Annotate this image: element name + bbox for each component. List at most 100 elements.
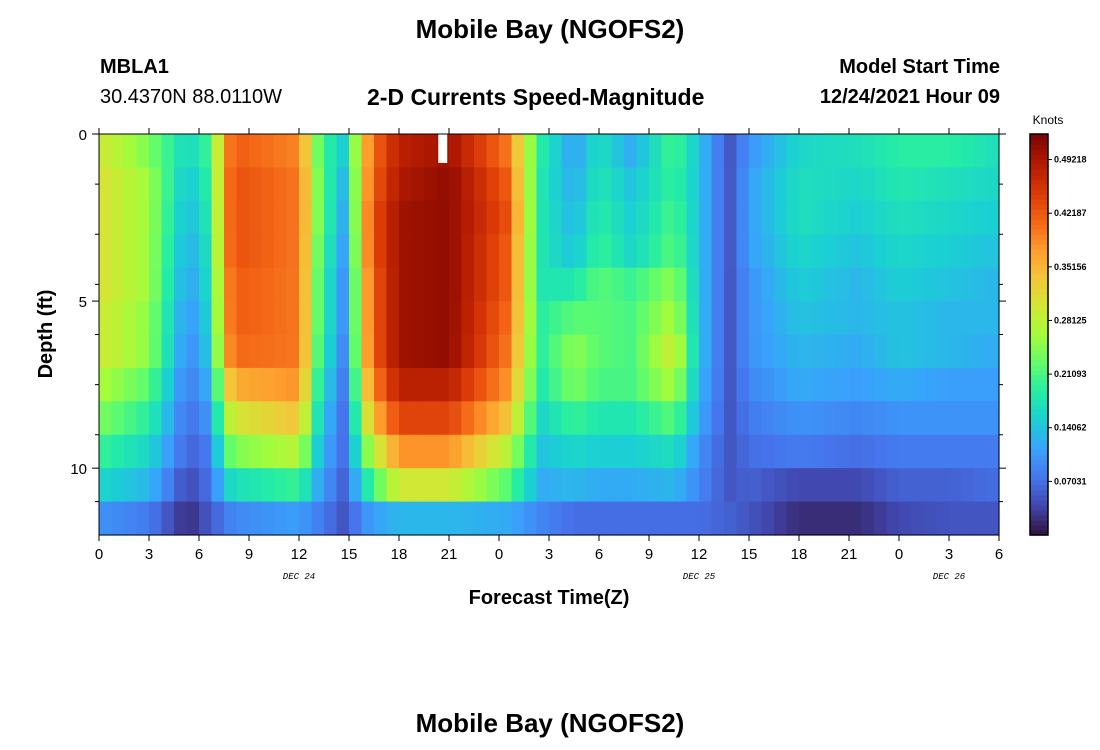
- heatmap-cell: [524, 234, 538, 269]
- heatmap-cell: [736, 434, 750, 469]
- heatmap-cell: [849, 134, 863, 169]
- heatmap-cell: [386, 134, 400, 169]
- heatmap-cell: [949, 267, 963, 302]
- x-tick-label: 18: [791, 546, 808, 563]
- heatmap-cell: [161, 267, 175, 302]
- heatmap-cell: [886, 234, 900, 269]
- heatmap-cell: [361, 434, 375, 469]
- heatmap-cell: [861, 200, 875, 235]
- heatmap-cell: [974, 301, 988, 336]
- heatmap-cell: [349, 501, 363, 536]
- heatmap-cell: [274, 167, 288, 202]
- heatmap-cell: [686, 367, 700, 402]
- colorbar-swatch: [1030, 454, 1048, 461]
- colorbar-swatch: [1030, 139, 1048, 145]
- heatmap-cell: [261, 267, 275, 302]
- heatmap-cell: [286, 401, 300, 436]
- heatmap-cell: [536, 401, 550, 436]
- chart-subtitle: 2-D Currents Speed-Magnitude: [367, 84, 705, 110]
- heatmap-cell: [386, 501, 400, 536]
- heatmap-cell: [649, 401, 663, 436]
- heatmap-cell: [711, 234, 725, 269]
- heatmap-cell: [336, 200, 350, 235]
- heatmap-cell: [786, 200, 800, 235]
- heatmap-cell: [724, 401, 738, 436]
- heatmap-cell: [411, 167, 425, 202]
- heatmap-cell: [236, 468, 250, 503]
- heatmap-cell: [349, 434, 363, 469]
- heatmap-cell: [574, 200, 588, 235]
- heatmap-cell: [799, 367, 813, 402]
- heatmap-cell: [699, 434, 713, 469]
- x-day-label: DEC 24: [283, 572, 315, 582]
- heatmap-cell: [686, 167, 700, 202]
- x-tick-label: 0: [495, 546, 503, 563]
- heatmap-cell: [824, 468, 838, 503]
- colorbar-swatch: [1030, 524, 1048, 531]
- heatmap-cell: [411, 401, 425, 436]
- heatmap-cell: [636, 468, 650, 503]
- heatmap-cell: [224, 401, 238, 436]
- heatmap-cell: [474, 234, 488, 269]
- x-tick-label: 12: [291, 546, 308, 563]
- heatmap-cell: [599, 167, 613, 202]
- station-coordinates: 30.4370N 88.0110W: [100, 86, 282, 108]
- heatmap-cell: [99, 167, 113, 202]
- heatmap-cell: [774, 301, 788, 336]
- heatmap-cell: [849, 301, 863, 336]
- heatmap-cell: [124, 468, 138, 503]
- heatmap-cell: [149, 334, 163, 369]
- heatmap-cell: [824, 501, 838, 536]
- heatmap-cell: [861, 367, 875, 402]
- heatmap-cell: [411, 200, 425, 235]
- heatmap-cell: [424, 334, 438, 369]
- heatmap-cell: [361, 267, 375, 302]
- model-start-label: Model Start Time: [839, 56, 1000, 78]
- heatmap-cell: [636, 234, 650, 269]
- heatmap-cell: [861, 267, 875, 302]
- heatmap-cell: [736, 334, 750, 369]
- heatmap-cell: [199, 167, 213, 202]
- heatmap-cell: [611, 234, 625, 269]
- heatmap-cell: [736, 468, 750, 503]
- heatmap-cell: [236, 301, 250, 336]
- heatmap-cell: [874, 501, 888, 536]
- heatmap-cell: [149, 468, 163, 503]
- colorbar-swatch: [1030, 444, 1048, 451]
- heatmap-cell: [986, 134, 1000, 169]
- heatmap-cell: [661, 334, 675, 369]
- heatmap-cell: [786, 267, 800, 302]
- heatmap-cell: [549, 501, 563, 536]
- heatmap-cell: [261, 200, 275, 235]
- colorbar-swatch: [1030, 389, 1048, 396]
- colorbar-unit: Knots: [1033, 113, 1064, 127]
- colorbar-swatch: [1030, 479, 1048, 486]
- heatmap-cell: [974, 334, 988, 369]
- heatmap-cell: [786, 468, 800, 503]
- heatmap-cell: [886, 367, 900, 402]
- heatmap-cell: [874, 267, 888, 302]
- heatmap-cell: [549, 167, 563, 202]
- heatmap-cell: [311, 167, 325, 202]
- x-tick-label: 0: [95, 546, 103, 563]
- heatmap-cell: [499, 334, 513, 369]
- heatmap-cell: [549, 468, 563, 503]
- heatmap-cell: [649, 134, 663, 169]
- heatmap-cell: [124, 501, 138, 536]
- heatmap-cell: [824, 234, 838, 269]
- heatmap-cell: [736, 401, 750, 436]
- heatmap-cell: [624, 234, 638, 269]
- heatmap-cell: [599, 468, 613, 503]
- colorbar-tick-label: 0.21093: [1054, 369, 1087, 379]
- heatmap-cell: [624, 468, 638, 503]
- heatmap-cell: [249, 401, 263, 436]
- heatmap-cell: [886, 501, 900, 536]
- heatmap-cell: [824, 401, 838, 436]
- heatmap-cell: [186, 234, 200, 269]
- heatmap-cell: [386, 401, 400, 436]
- heatmap-cell: [699, 501, 713, 536]
- heatmap-cell: [749, 334, 763, 369]
- colorbar-swatch: [1030, 429, 1048, 436]
- heatmap-cell: [886, 167, 900, 202]
